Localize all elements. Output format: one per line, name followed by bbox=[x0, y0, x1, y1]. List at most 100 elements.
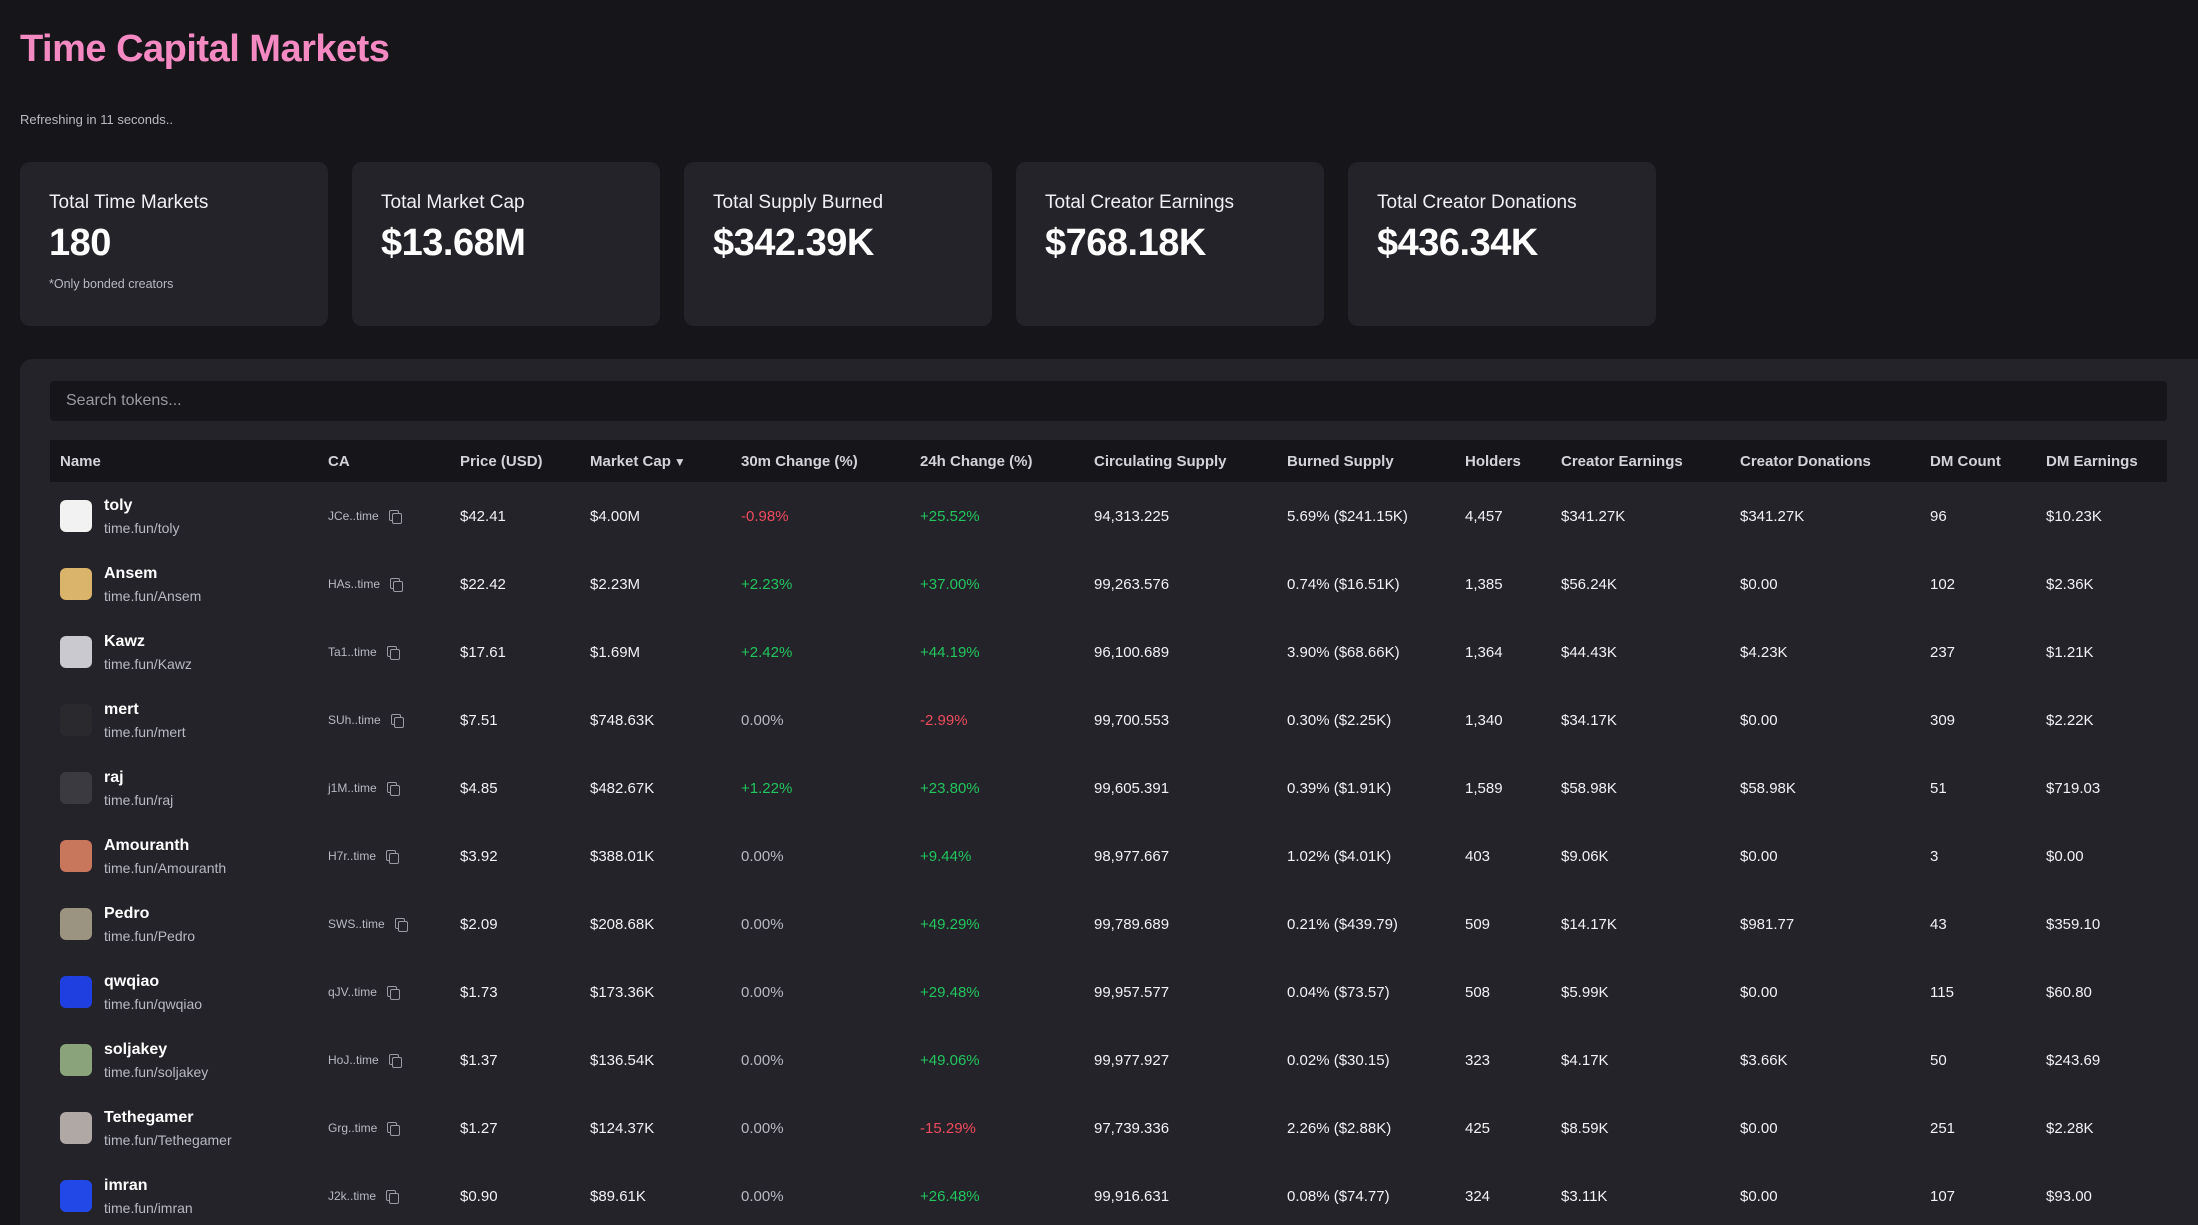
creator-donations-cell: $981.77 bbox=[1740, 915, 1795, 933]
column-header-dm-earnings[interactable]: DM Earnings bbox=[2046, 452, 2138, 470]
token-name-block: soljakey time.fun/soljakey bbox=[104, 1041, 208, 1080]
token-link[interactable]: time.fun/Pedro bbox=[104, 927, 196, 944]
copy-icon[interactable] bbox=[390, 713, 404, 728]
creator-donations-cell: $0.00 bbox=[1740, 711, 1778, 729]
token-link[interactable]: time.fun/qwqiao bbox=[104, 995, 203, 1012]
column-header-name[interactable]: Name bbox=[60, 452, 101, 470]
token-name[interactable]: qwqiao bbox=[104, 972, 160, 990]
table-row[interactable]: raj time.fun/raj j1M..time $4.85 $482.67… bbox=[50, 754, 2167, 822]
copy-icon[interactable] bbox=[390, 577, 404, 592]
token-name[interactable]: Amouranth bbox=[104, 836, 190, 854]
column-header-30m-change[interactable]: 30m Change (%) bbox=[741, 452, 858, 470]
table-row[interactable]: Ansem time.fun/Ansem HAs..time $22.42 $2… bbox=[50, 550, 2167, 618]
search-input[interactable] bbox=[50, 381, 2167, 421]
burned-supply-cell: 0.02% ($30.15) bbox=[1287, 1051, 1390, 1069]
column-header-creator-donations[interactable]: Creator Donations bbox=[1740, 452, 1871, 470]
token-name[interactable]: Tethegamer bbox=[104, 1108, 194, 1126]
circulating-supply-cell: 96,100.689 bbox=[1094, 643, 1170, 661]
copy-icon[interactable] bbox=[388, 1053, 402, 1068]
table-row[interactable]: Amouranth time.fun/Amouranth H7r..time $… bbox=[50, 822, 2167, 890]
table-row[interactable]: Kawz time.fun/Kawz Ta1..time $17.61 $1.6… bbox=[50, 618, 2167, 686]
token-link[interactable]: time.fun/Kawz bbox=[104, 655, 192, 672]
change-24h-cell: +26.48% bbox=[920, 1187, 980, 1205]
token-link[interactable]: time.fun/Ansem bbox=[104, 587, 202, 604]
copy-icon[interactable] bbox=[388, 509, 402, 524]
avatar bbox=[60, 1180, 92, 1212]
table-row[interactable]: Pedro time.fun/Pedro SWS..time $2.09 $20… bbox=[50, 890, 2167, 958]
stat-card-total-creator-donations: Total Creator Donations $436.34K bbox=[1348, 162, 1656, 326]
column-header-burned-supply[interactable]: Burned Supply bbox=[1287, 452, 1394, 470]
holders-cell: 1,385 bbox=[1465, 575, 1503, 593]
table-row[interactable]: toly time.fun/toly JCe..time $42.41 $4.0… bbox=[50, 482, 2167, 550]
token-name[interactable]: soljakey bbox=[104, 1040, 168, 1058]
column-header-circulating-supply[interactable]: Circulating Supply bbox=[1094, 452, 1227, 470]
stat-card-total-supply-burned: Total Supply Burned $342.39K bbox=[684, 162, 992, 326]
stat-value: $768.18K bbox=[1045, 222, 1206, 264]
token-link[interactable]: time.fun/soljakey bbox=[104, 1063, 209, 1080]
holders-cell: 4,457 bbox=[1465, 507, 1503, 525]
contract-address: H7r..time bbox=[328, 849, 450, 864]
table-row[interactable]: imran time.fun/imran J2k..time $0.90 $89… bbox=[50, 1162, 2167, 1225]
dm-count-cell: 102 bbox=[1930, 575, 1956, 593]
market-cap-cell: $89.61K bbox=[590, 1187, 646, 1205]
token-link[interactable]: time.fun/Tethegamer bbox=[104, 1131, 232, 1148]
column-header-market-cap[interactable]: Market Cap ▼ bbox=[580, 440, 731, 482]
token-link[interactable]: time.fun/imran bbox=[104, 1199, 193, 1216]
table-row[interactable]: mert time.fun/mert SUh..time $7.51 $748.… bbox=[50, 686, 2167, 754]
avatar bbox=[60, 636, 92, 668]
dm-count-cell: 50 bbox=[1930, 1051, 1947, 1069]
token-name[interactable]: Pedro bbox=[104, 904, 150, 922]
name-cell: Tethegamer time.fun/Tethegamer bbox=[50, 1094, 318, 1162]
ca-cell: J2k..time bbox=[318, 1162, 450, 1225]
market-cap-cell: $1.69M bbox=[590, 643, 641, 661]
token-name[interactable]: raj bbox=[104, 768, 124, 786]
table-row[interactable]: qwqiao time.fun/qwqiao qJV..time $1.73 $… bbox=[50, 958, 2167, 1026]
token-link[interactable]: time.fun/toly bbox=[104, 519, 180, 536]
token-identity: Amouranth time.fun/Amouranth bbox=[60, 837, 318, 876]
copy-icon[interactable] bbox=[386, 645, 400, 660]
column-header-ca[interactable]: CA bbox=[328, 452, 350, 470]
change-30m-cell: 0.00% bbox=[741, 915, 784, 933]
copy-icon[interactable] bbox=[394, 917, 408, 932]
token-name-block: Ansem time.fun/Ansem bbox=[104, 565, 201, 604]
creator-donations-cell: $0.00 bbox=[1740, 983, 1778, 1001]
token-name-block: Amouranth time.fun/Amouranth bbox=[104, 837, 226, 876]
token-name[interactable]: Ansem bbox=[104, 564, 158, 582]
token-name[interactable]: mert bbox=[104, 700, 139, 718]
burned-supply-cell: 0.21% ($439.79) bbox=[1287, 915, 1398, 933]
dm-count-cell: 107 bbox=[1930, 1187, 1956, 1205]
change-30m-cell: 0.00% bbox=[741, 847, 784, 865]
token-name[interactable]: imran bbox=[104, 1176, 148, 1194]
token-link[interactable]: time.fun/Amouranth bbox=[104, 859, 227, 876]
token-link[interactable]: time.fun/raj bbox=[104, 791, 174, 808]
ca-cell: H7r..time bbox=[318, 822, 450, 890]
column-header-price[interactable]: Price (USD) bbox=[460, 452, 543, 470]
token-name[interactable]: Kawz bbox=[104, 632, 145, 650]
copy-icon[interactable] bbox=[386, 781, 400, 796]
table-row[interactable]: soljakey time.fun/soljakey HoJ..time $1.… bbox=[50, 1026, 2167, 1094]
avatar bbox=[60, 908, 92, 940]
price-cell: $3.92 bbox=[460, 847, 498, 865]
holders-cell: 1,589 bbox=[1465, 779, 1503, 797]
column-header-holders[interactable]: Holders bbox=[1465, 452, 1521, 470]
column-header-24h-change[interactable]: 24h Change (%) bbox=[920, 452, 1033, 470]
name-cell: raj time.fun/raj bbox=[50, 754, 318, 822]
creator-earnings-cell: $56.24K bbox=[1561, 575, 1617, 593]
copy-icon[interactable] bbox=[386, 849, 400, 864]
price-cell: $1.27 bbox=[460, 1119, 498, 1137]
token-link[interactable]: time.fun/mert bbox=[104, 723, 186, 740]
price-cell: $42.41 bbox=[460, 507, 506, 525]
burned-supply-cell: 3.90% ($68.66K) bbox=[1287, 643, 1400, 661]
app-title: Time Capital Markets bbox=[20, 28, 390, 70]
table-row[interactable]: Tethegamer time.fun/Tethegamer Grg..time… bbox=[50, 1094, 2167, 1162]
column-header-dm-count[interactable]: DM Count bbox=[1930, 452, 2001, 470]
column-header-creator-earnings[interactable]: Creator Earnings bbox=[1561, 452, 1683, 470]
avatar bbox=[60, 568, 92, 600]
copy-icon[interactable] bbox=[386, 1189, 400, 1204]
copy-icon[interactable] bbox=[386, 985, 400, 1000]
ca-cell: Ta1..time bbox=[318, 618, 450, 686]
token-name[interactable]: toly bbox=[104, 496, 133, 514]
circulating-supply-cell: 99,605.391 bbox=[1094, 779, 1170, 797]
ca-cell: JCe..time bbox=[318, 482, 450, 550]
copy-icon[interactable] bbox=[387, 1121, 401, 1136]
